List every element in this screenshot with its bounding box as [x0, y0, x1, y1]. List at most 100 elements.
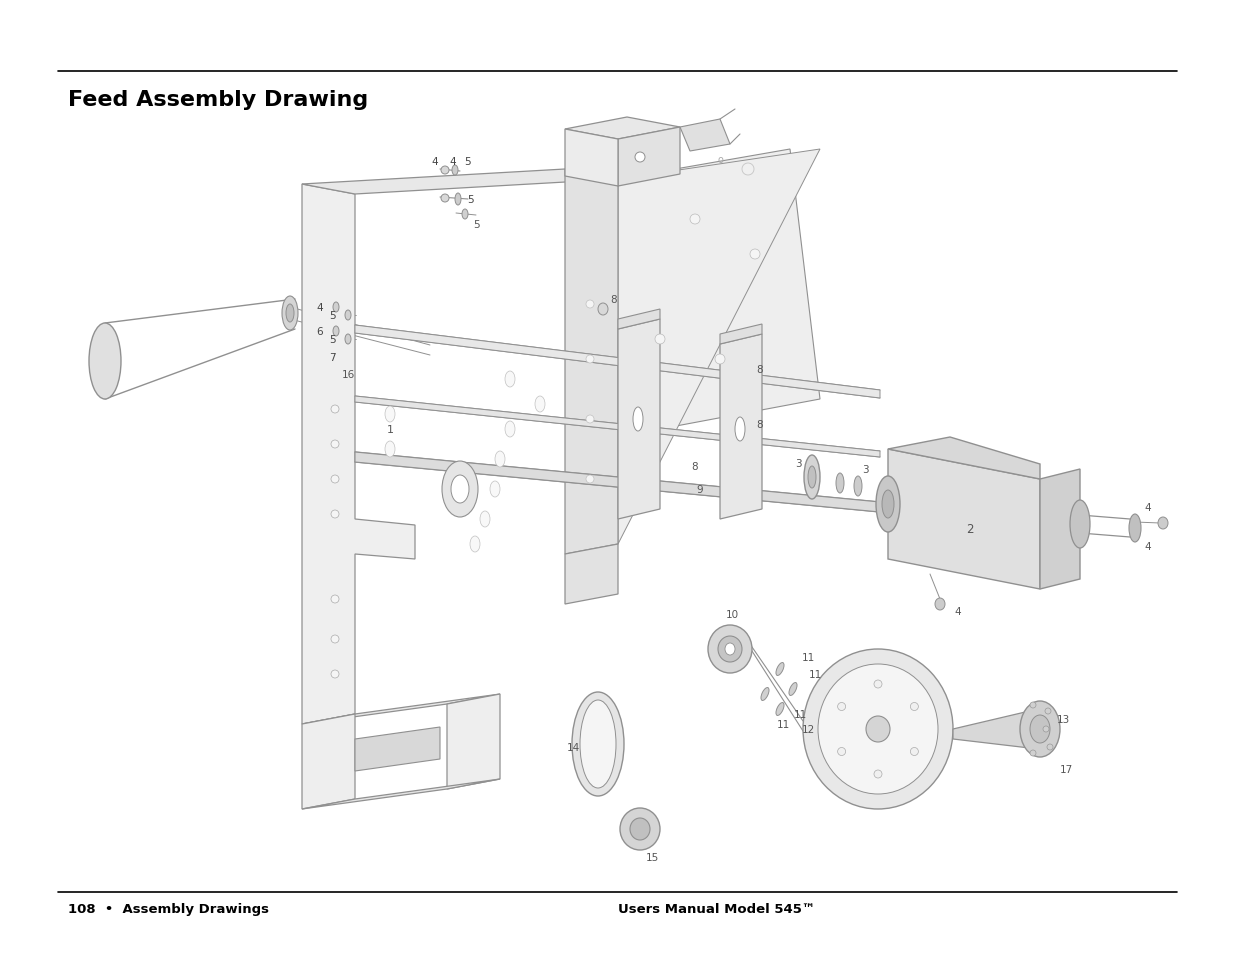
Polygon shape — [564, 118, 680, 140]
Text: Users Manual Model 545™: Users Manual Model 545™ — [618, 902, 815, 915]
Text: 4: 4 — [955, 606, 961, 617]
Circle shape — [837, 702, 846, 711]
Polygon shape — [888, 450, 1040, 589]
Text: 17: 17 — [1060, 764, 1073, 774]
Polygon shape — [354, 453, 881, 513]
Circle shape — [874, 680, 882, 688]
Ellipse shape — [282, 296, 298, 331]
Ellipse shape — [505, 421, 515, 437]
Circle shape — [1030, 750, 1036, 757]
Text: 12: 12 — [802, 724, 815, 734]
Text: 4: 4 — [432, 157, 438, 167]
Text: 5: 5 — [463, 157, 471, 167]
Ellipse shape — [385, 441, 395, 457]
Circle shape — [690, 214, 700, 225]
Ellipse shape — [1129, 515, 1141, 542]
Circle shape — [1044, 726, 1049, 732]
Ellipse shape — [451, 476, 469, 503]
Text: 9: 9 — [697, 484, 703, 495]
Circle shape — [1030, 702, 1036, 708]
Ellipse shape — [598, 304, 608, 315]
Text: 4: 4 — [450, 157, 456, 167]
Polygon shape — [303, 780, 500, 809]
Ellipse shape — [1030, 716, 1050, 743]
Ellipse shape — [287, 305, 294, 323]
Polygon shape — [354, 396, 881, 457]
Polygon shape — [564, 170, 618, 555]
Ellipse shape — [333, 303, 338, 313]
Text: 5: 5 — [329, 311, 336, 320]
Text: 16: 16 — [341, 370, 354, 379]
Ellipse shape — [853, 476, 862, 497]
Polygon shape — [303, 714, 354, 809]
Polygon shape — [303, 170, 618, 194]
Circle shape — [331, 440, 338, 449]
Ellipse shape — [776, 702, 784, 716]
Text: 3: 3 — [862, 464, 868, 475]
Text: 6: 6 — [316, 327, 324, 336]
Ellipse shape — [441, 167, 450, 174]
Polygon shape — [354, 326, 881, 398]
Ellipse shape — [480, 512, 490, 527]
Circle shape — [585, 416, 594, 423]
Text: 15: 15 — [646, 852, 658, 862]
Circle shape — [331, 670, 338, 679]
Ellipse shape — [803, 649, 953, 809]
Circle shape — [585, 355, 594, 364]
Polygon shape — [618, 128, 680, 187]
Text: 108  •  Assembly Drawings: 108 • Assembly Drawings — [68, 902, 269, 915]
Text: 1: 1 — [387, 424, 394, 435]
Circle shape — [750, 250, 760, 260]
Circle shape — [874, 770, 882, 779]
Ellipse shape — [1158, 517, 1168, 530]
Ellipse shape — [735, 417, 745, 441]
Ellipse shape — [505, 372, 515, 388]
Ellipse shape — [1020, 701, 1060, 758]
Ellipse shape — [876, 476, 900, 533]
Ellipse shape — [1070, 500, 1091, 548]
Text: 11: 11 — [809, 669, 821, 679]
Ellipse shape — [789, 682, 797, 696]
Polygon shape — [720, 335, 762, 519]
Ellipse shape — [776, 663, 784, 676]
Ellipse shape — [804, 456, 820, 499]
Circle shape — [331, 476, 338, 483]
Text: 5: 5 — [473, 220, 479, 230]
Polygon shape — [953, 709, 1037, 749]
Ellipse shape — [462, 210, 468, 220]
Text: 5: 5 — [329, 335, 336, 345]
Circle shape — [635, 152, 645, 163]
Polygon shape — [303, 185, 415, 724]
Circle shape — [1045, 708, 1051, 714]
Circle shape — [655, 335, 664, 345]
Text: o: o — [718, 154, 722, 165]
Ellipse shape — [818, 664, 939, 794]
Text: 11: 11 — [777, 720, 789, 729]
Circle shape — [331, 511, 338, 518]
Ellipse shape — [333, 327, 338, 336]
Polygon shape — [720, 325, 762, 345]
Ellipse shape — [345, 311, 351, 320]
Circle shape — [331, 406, 338, 414]
Ellipse shape — [866, 717, 890, 742]
Polygon shape — [447, 695, 500, 789]
Text: 8: 8 — [757, 365, 763, 375]
Text: 8: 8 — [692, 461, 698, 472]
Text: 4: 4 — [1145, 541, 1151, 552]
Circle shape — [742, 164, 755, 175]
Ellipse shape — [89, 324, 121, 399]
Text: 11: 11 — [793, 709, 806, 720]
Circle shape — [837, 748, 846, 756]
Ellipse shape — [808, 467, 816, 489]
Text: 11: 11 — [802, 652, 815, 662]
Ellipse shape — [572, 692, 624, 796]
Polygon shape — [564, 544, 618, 604]
Text: 10: 10 — [725, 609, 739, 619]
Ellipse shape — [452, 166, 458, 175]
Ellipse shape — [634, 408, 643, 432]
Polygon shape — [618, 150, 820, 544]
Ellipse shape — [882, 491, 894, 518]
Text: Feed Assembly Drawing: Feed Assembly Drawing — [68, 90, 368, 110]
Circle shape — [910, 748, 919, 756]
Polygon shape — [618, 319, 659, 519]
